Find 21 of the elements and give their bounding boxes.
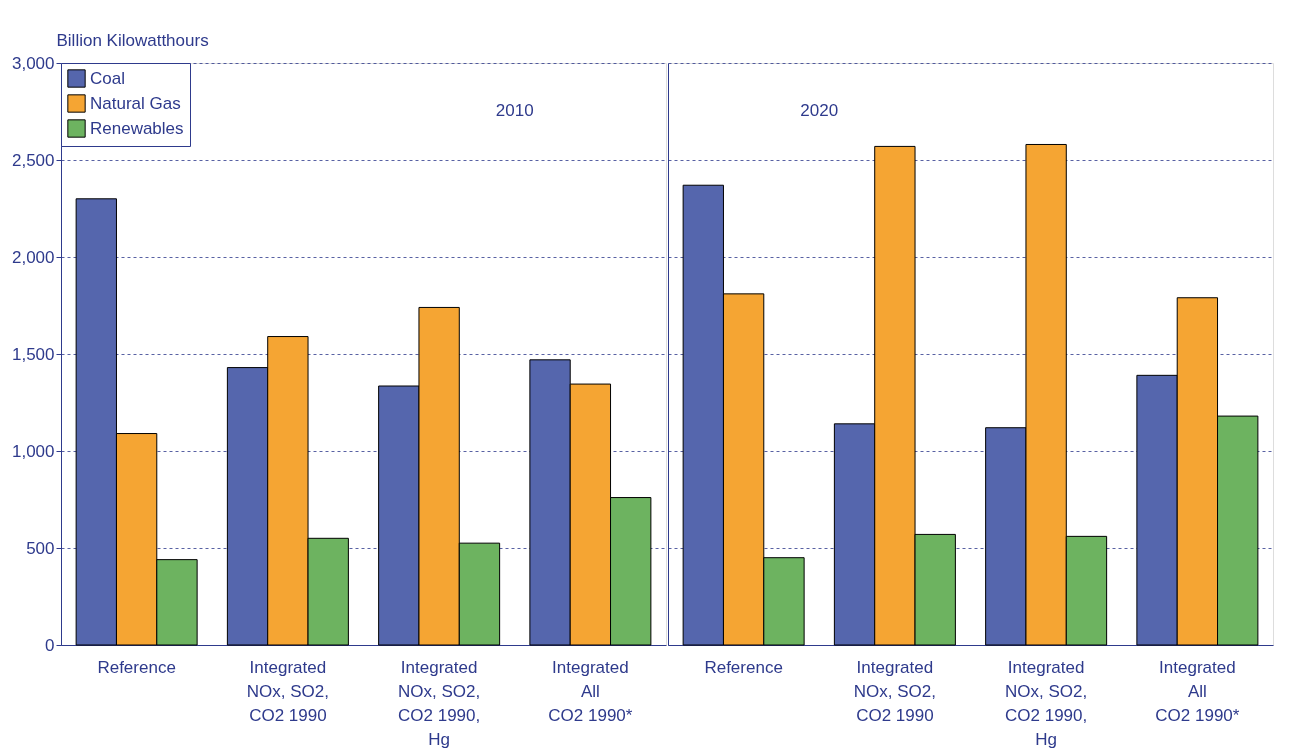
x-tick-label: Integrated All CO2 1990* xyxy=(548,657,633,725)
x-tick-label: Reference xyxy=(97,657,176,677)
y-tick-label: 1,000 xyxy=(11,441,55,461)
y-tick-label: 0 xyxy=(45,635,55,655)
text: 2010 xyxy=(495,101,534,120)
text: 2020 xyxy=(800,101,839,120)
y-tick-label: 500 xyxy=(26,538,55,558)
y-axis-title: Billion Kilowatthours xyxy=(56,30,209,50)
legend-label: Renewables xyxy=(90,118,184,138)
x-tick-label: Integrated NOx, SO2, CO2 1990 xyxy=(853,657,936,725)
x-tick-label: Reference xyxy=(704,657,783,677)
y-tick-label: 2,500 xyxy=(11,150,55,170)
legend-label: Coal xyxy=(90,68,125,88)
x-tick-label: Integrated NOx, SO2, CO2 1990, Hg xyxy=(398,657,481,748)
x-tick-label: Integrated All CO2 1990* xyxy=(1155,657,1240,725)
legend-label: Natural Gas xyxy=(90,93,181,113)
x-tick-label: Integrated NOx, SO2, CO2 1990 xyxy=(246,657,329,725)
x-tick-label: Integrated NOx, SO2, CO2 1990, Hg xyxy=(1005,657,1088,748)
y-tick-label: 1,500 xyxy=(11,344,55,364)
y-tick-label: 3,000 xyxy=(11,53,55,73)
y-tick-label: 2,000 xyxy=(11,247,55,267)
